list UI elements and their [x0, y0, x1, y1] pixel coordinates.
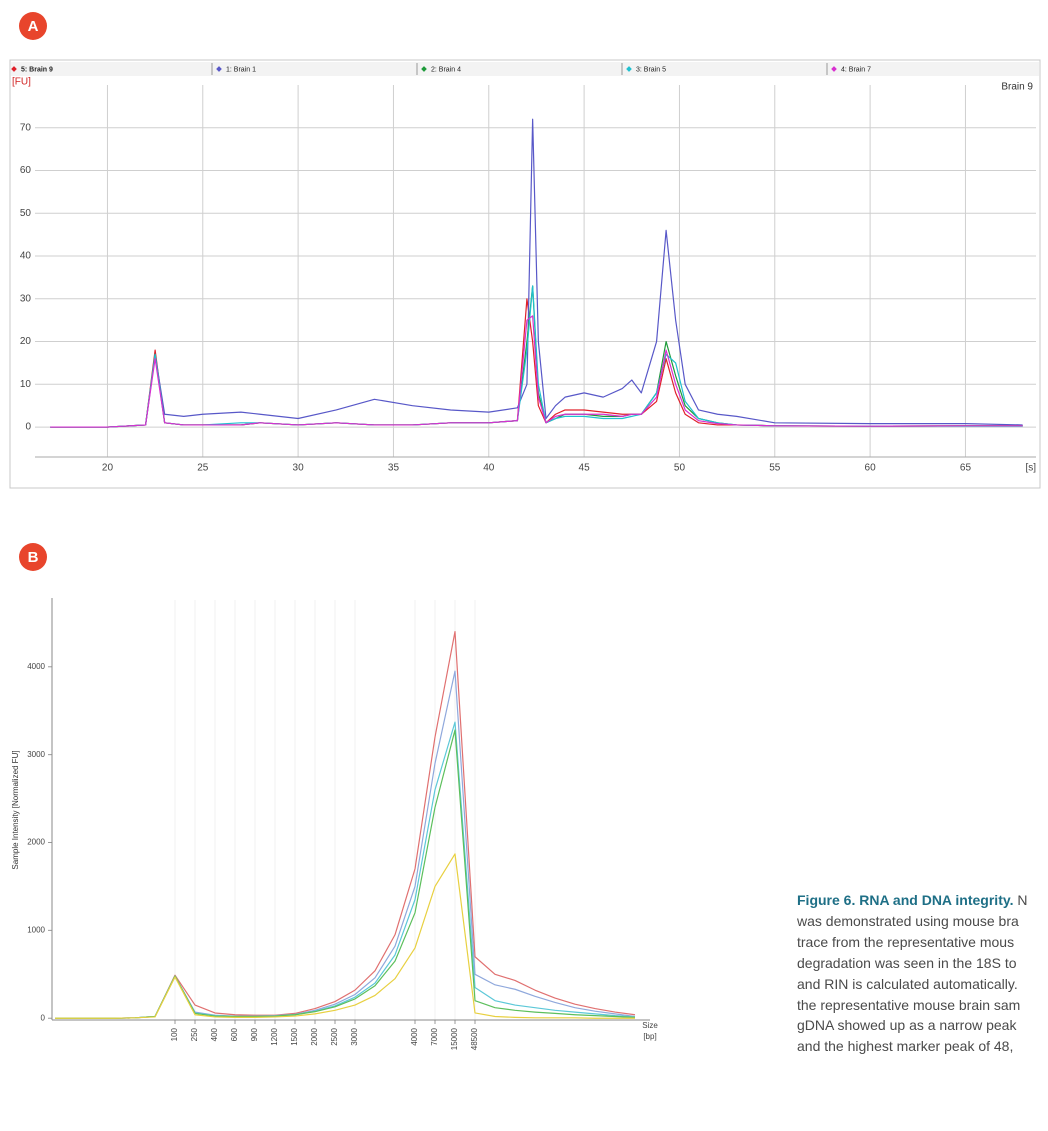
legend-strip: [11, 62, 1039, 76]
y-tick-label: 1000: [27, 925, 45, 934]
caption-line: was demonstrated using mouse bra: [797, 912, 1019, 929]
x-tick-label: 25: [197, 463, 209, 474]
x-tick-label: 20: [102, 463, 114, 474]
panel-badge: [19, 12, 47, 40]
panel-badge: [19, 543, 47, 571]
x-tick-label: 100: [170, 1027, 179, 1041]
legend-marker: [626, 66, 632, 72]
x-tick-label: 30: [293, 463, 305, 474]
x-axis-label: Size: [642, 1021, 658, 1030]
x-tick-label: 65: [960, 463, 972, 474]
y-axis-label: Sample Intensity [Normalized FU]: [11, 750, 20, 869]
x-tick-label: 45: [579, 463, 591, 474]
x-tick-label: 900: [250, 1027, 259, 1041]
caption-line: trace from the representative mous: [797, 933, 1015, 950]
x-tick-label: 3000: [350, 1027, 359, 1045]
legend-label: 4: Brain 7: [841, 66, 871, 73]
y-tick-label: 4000: [27, 662, 45, 671]
x-tick-label: 40: [483, 463, 495, 474]
y-tick-label: 3000: [27, 750, 45, 759]
y-tick-label: 30: [20, 293, 32, 304]
series-line: [55, 853, 635, 1019]
legend-marker: [421, 66, 427, 72]
caption-line: the representative mouse brain sam: [797, 996, 1021, 1013]
caption-line: degradation was seen in the 18S to: [797, 954, 1017, 971]
panel-label: B: [28, 549, 39, 566]
panel-label: A: [28, 18, 39, 35]
y-tick-label: 20: [20, 336, 32, 347]
caption-text: N: [1017, 892, 1028, 908]
y-tick-label: 10: [20, 379, 32, 390]
x-axis-unit: [bp]: [643, 1032, 656, 1041]
y-tick-label: 70: [20, 122, 32, 133]
x-tick-label: 1500: [290, 1027, 299, 1045]
y-tick-label: 0: [25, 422, 31, 433]
y-tick-label: 2000: [27, 838, 45, 847]
x-tick-label: 1200: [270, 1027, 279, 1045]
series-line: [55, 670, 636, 1019]
caption-line: and RIN is calculated automatically.: [797, 975, 1018, 992]
series-line: [50, 315, 1023, 428]
legend-marker: [216, 66, 222, 72]
x-tick-label: 250: [190, 1027, 199, 1041]
caption-title: Figure 6. RNA and DNA integrity.: [797, 892, 1014, 908]
caption: Figure 6. RNA and DNA integrity. N was d…: [797, 890, 1048, 1057]
x-tick-label: 15000: [450, 1027, 459, 1050]
x-tick-label: 50: [674, 463, 686, 474]
chart-title: Brain 9: [1001, 82, 1033, 93]
series-line: [50, 118, 1023, 428]
x-tick-label: 35: [388, 463, 400, 474]
x-axis-label: [s]: [1025, 463, 1036, 474]
y-tick-label: 0: [41, 1013, 46, 1022]
x-tick-label: 55: [769, 463, 781, 474]
y-axis-label: [FU]: [12, 77, 31, 88]
y-tick-label: 40: [20, 251, 32, 262]
legend-label: 3: Brain 5: [636, 66, 666, 73]
y-tick-label: 50: [20, 208, 32, 219]
legend-label: 2: Brain 4: [431, 66, 461, 73]
x-tick-label: 7000: [430, 1027, 439, 1045]
x-tick-label: 48500: [470, 1027, 479, 1050]
x-tick-label: 600: [230, 1027, 239, 1041]
x-tick-label: 400: [210, 1027, 219, 1041]
series-line: [55, 729, 636, 1019]
series-line: [55, 721, 636, 1019]
x-tick-label: 4000: [410, 1027, 419, 1045]
legend-label: 5: Brain 9: [21, 66, 53, 73]
caption-line: gDNA showed up as a narrow peak: [797, 1017, 1017, 1034]
legend-label: 1: Brain 1: [226, 66, 256, 73]
caption-line: Figure 6. RNA and DNA integrity. N: [797, 890, 1048, 911]
series-line: [55, 631, 636, 1019]
x-tick-label: 2000: [310, 1027, 319, 1045]
x-tick-label: 60: [865, 463, 877, 474]
y-tick-label: 60: [20, 165, 32, 176]
caption-line: and the highest marker peak of 48,: [797, 1038, 1014, 1055]
legend-marker: [831, 66, 837, 72]
x-tick-label: 2500: [330, 1027, 339, 1045]
